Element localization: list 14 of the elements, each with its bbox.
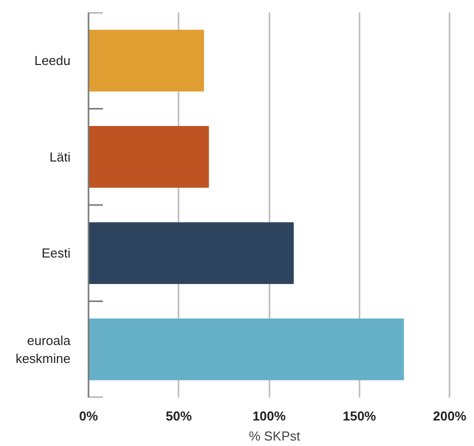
y-tick-label: Leedu <box>34 53 71 68</box>
x-axis-title: % SKPst <box>248 428 301 444</box>
y-tick-label: Läti <box>50 149 71 164</box>
x-tick-label: 150% <box>342 408 376 424</box>
x-tick-label: 0% <box>79 408 98 424</box>
bar <box>88 318 404 380</box>
y-tick-label: euroala keskmine <box>16 332 72 366</box>
x-tick-label: 200% <box>433 408 467 424</box>
bar <box>88 222 294 284</box>
y-tick-label: Eesti <box>42 246 71 261</box>
x-tick-label: 50% <box>166 408 192 424</box>
x-tick-label: 100% <box>252 408 286 424</box>
bar <box>88 126 209 188</box>
bar <box>88 30 204 92</box>
